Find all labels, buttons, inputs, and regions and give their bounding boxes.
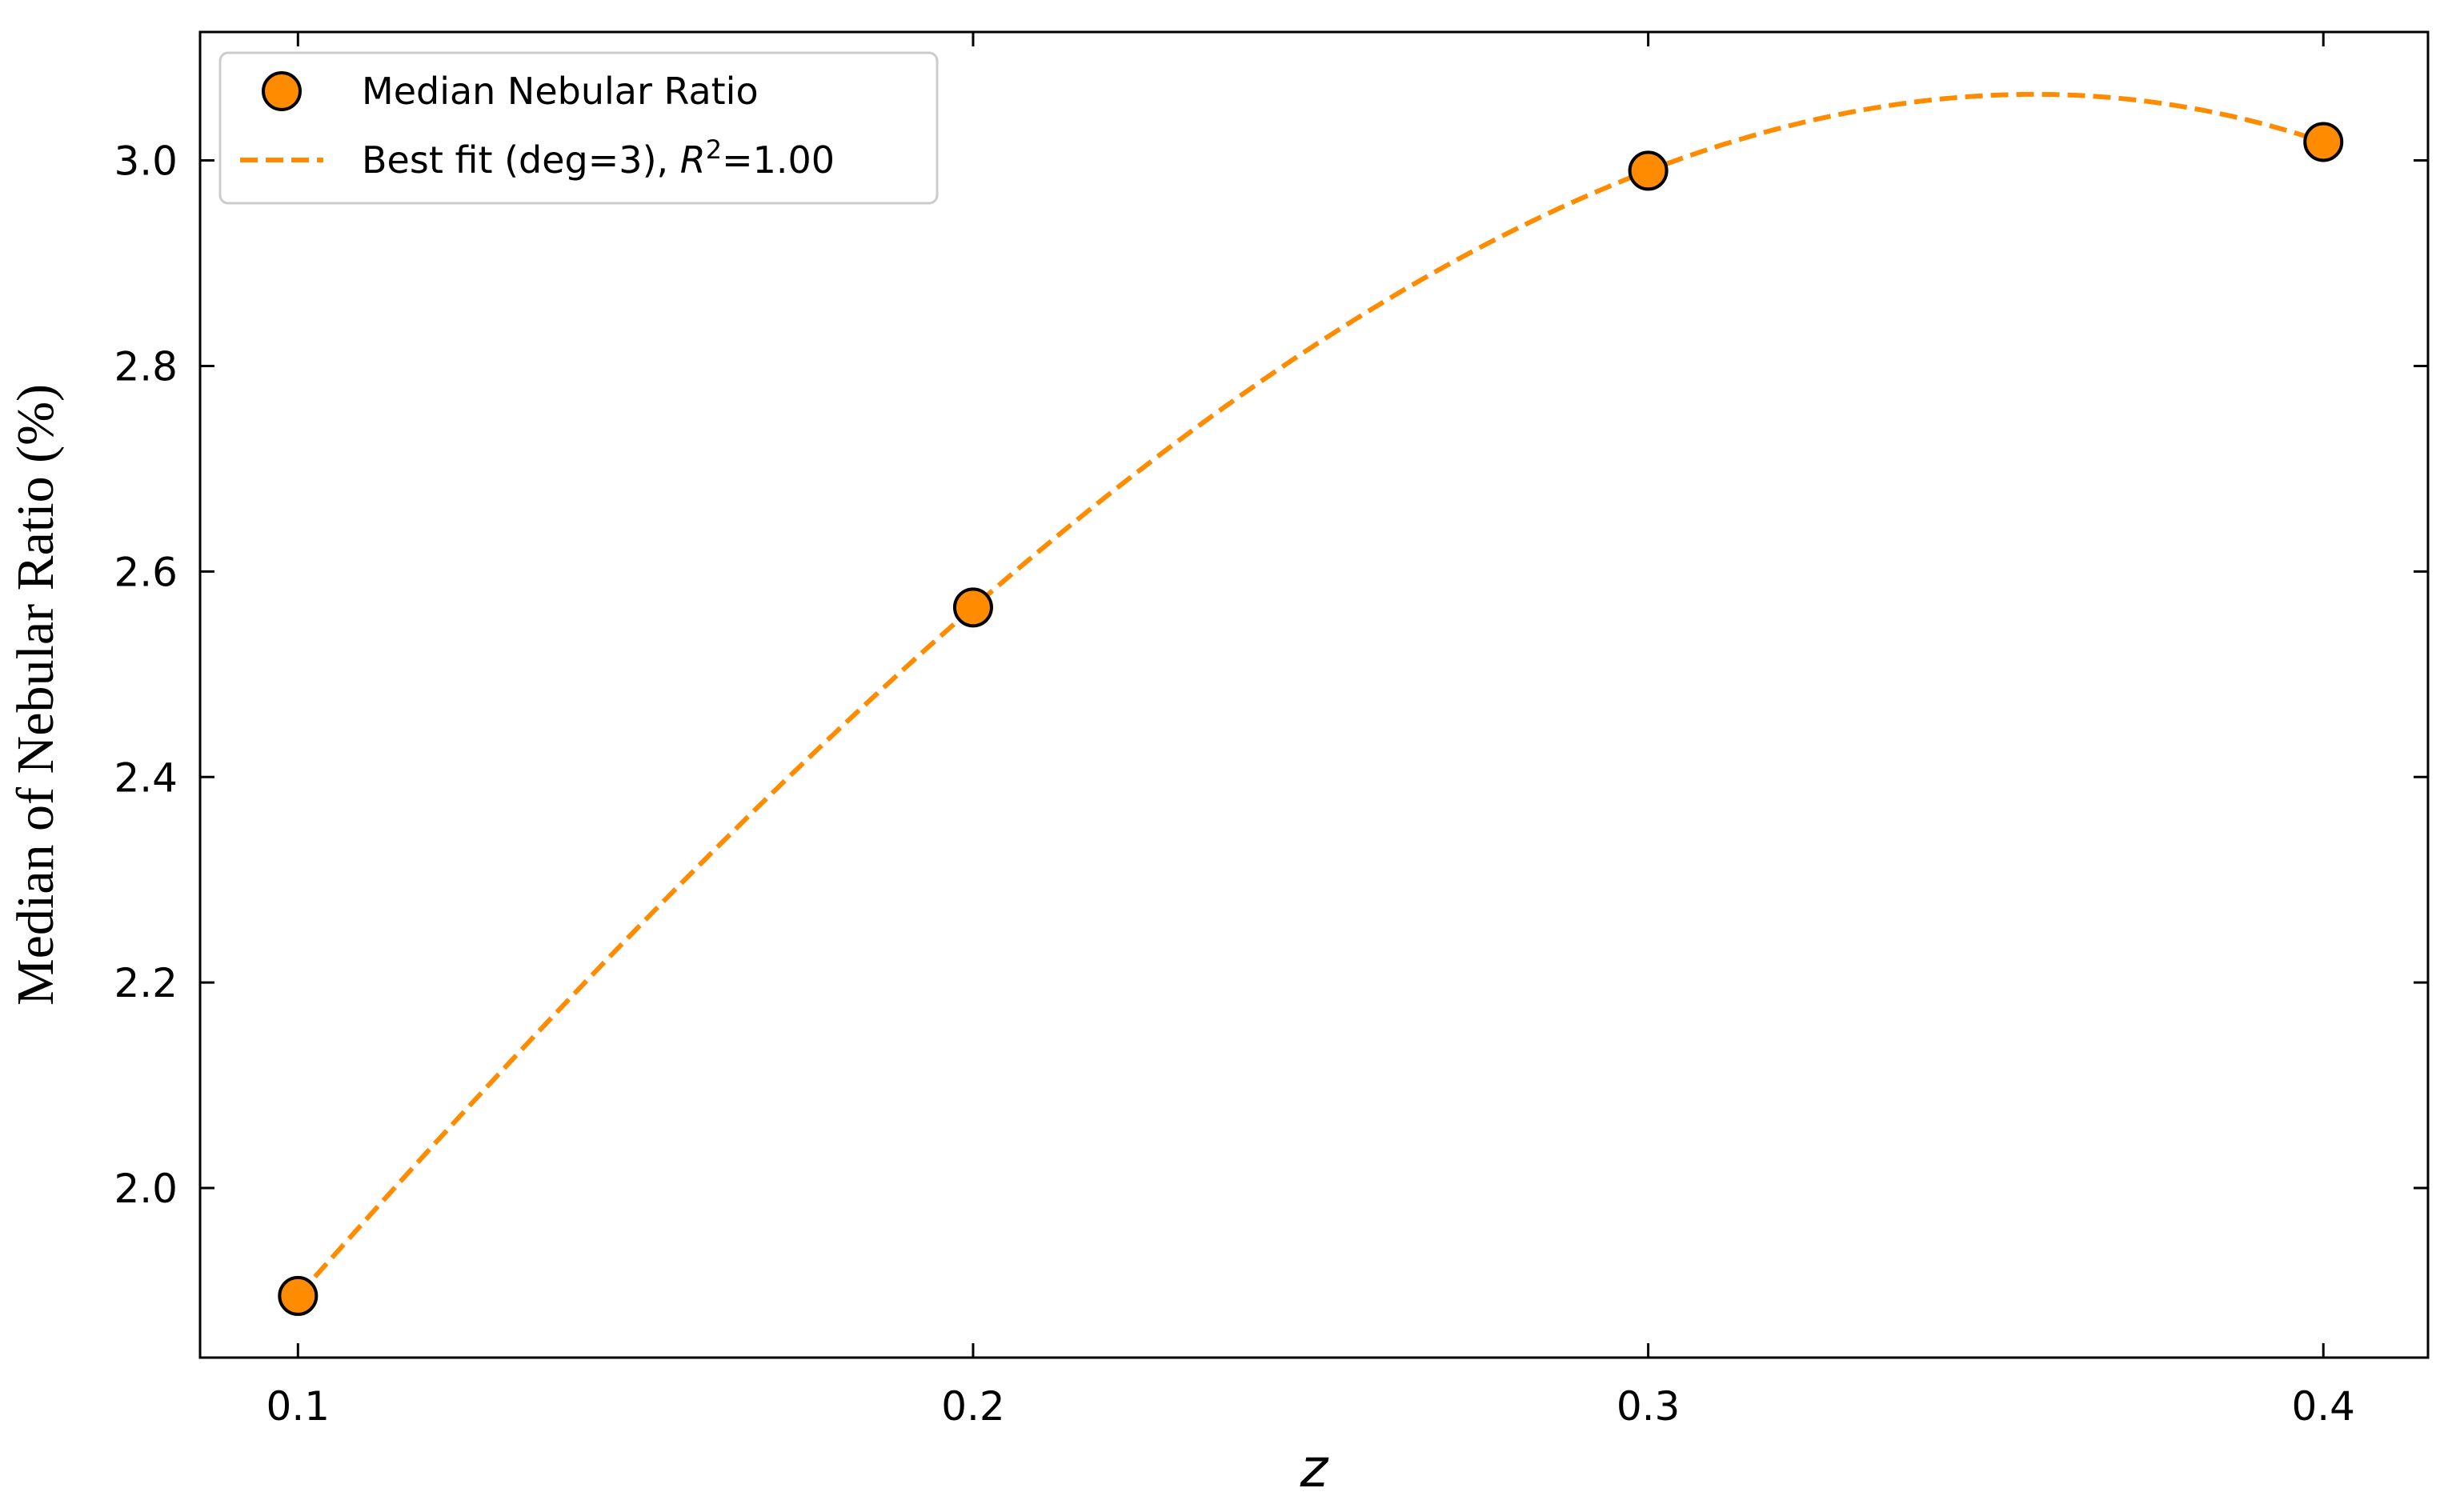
data-point (2303, 122, 2344, 162)
data-point (952, 587, 993, 628)
ticks-layer (200, 32, 2428, 1358)
y-tick-label: 2.8 (114, 343, 178, 390)
legend-fit-r: R (680, 138, 706, 182)
y-tick-label: 2.6 (114, 549, 178, 595)
legend-fit-sup: 2 (706, 134, 722, 165)
x-axis-label: z (1300, 1438, 1329, 1499)
x-tick-label: 0.4 (2291, 1383, 2355, 1430)
x-tick-label: 0.3 (1617, 1383, 1681, 1430)
points-layer (278, 122, 2344, 1316)
y-tick-label: 2.0 (114, 1166, 178, 1212)
tick-labels-layer: 0.1 0.2 0.3 0.4 2.0 2.2 2.4 2.6 2.8 3.0 (114, 138, 2355, 1430)
plot-area (278, 91, 2344, 1316)
data-point (1628, 150, 1669, 191)
y-tick-label: 2.2 (114, 960, 178, 1006)
legend: Median Nebular Ratio Best fit (deg=3), R… (218, 51, 939, 205)
legend-fit-suffix: =1.00 (722, 138, 835, 182)
x-tick-label: 0.2 (941, 1383, 1005, 1430)
legend-scatter-marker (262, 71, 302, 111)
axes-frame (198, 30, 2430, 1359)
legend-fit-prefix: Best fit (deg=3), (362, 138, 680, 182)
legend-scatter-label: Median Nebular Ratio (362, 70, 759, 113)
best-fit-line (296, 91, 2325, 1298)
legend-box (218, 51, 939, 205)
y-tick-label: 2.4 (114, 754, 178, 801)
legend-fit-label: Best fit (deg=3), R2=1.00 (362, 134, 835, 182)
y-axis-label: Median of Nebular Ratio (%) (6, 384, 65, 1006)
x-tick-label: 0.1 (266, 1383, 331, 1430)
data-point (278, 1275, 319, 1316)
y-tick-label: 3.0 (114, 138, 178, 185)
